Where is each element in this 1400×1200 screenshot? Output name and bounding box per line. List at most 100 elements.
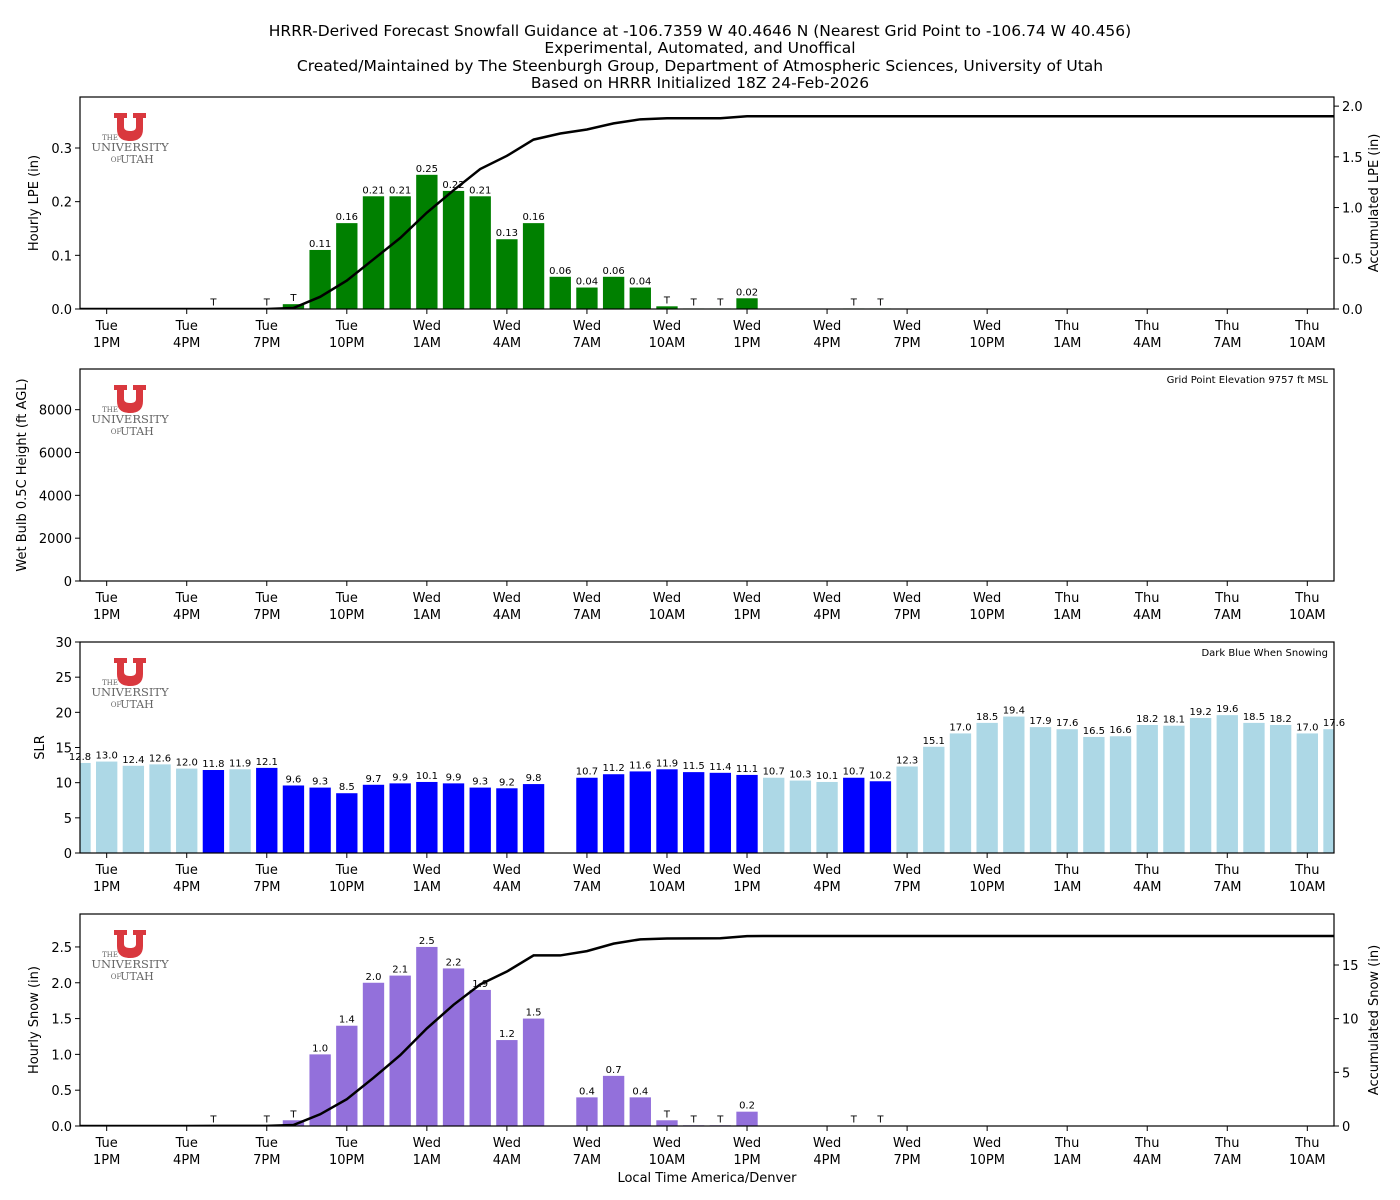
x-tick-day: Thu [1134, 591, 1159, 606]
x-tick-time: 1PM [733, 880, 760, 895]
u-logo-icon [114, 385, 146, 413]
logo-text-utah: UTAH [120, 698, 154, 711]
x-tick-time: 7PM [893, 608, 920, 623]
logo-text-the: THE [102, 406, 118, 414]
x-tick-time: 10PM [329, 336, 365, 351]
bar [549, 276, 571, 309]
x-tick-day: Wed [733, 1136, 761, 1151]
right-y-tick-label: 15 [1342, 959, 1359, 974]
right-y-tick-label: 0.5 [1342, 252, 1363, 267]
bar-label: T [716, 297, 724, 308]
x-tick-day: Wed [973, 1136, 1001, 1151]
bar [469, 787, 491, 853]
title-line-2: Experimental, Automated, and Unoffical [544, 39, 855, 57]
x-tick-time: 4PM [173, 1153, 200, 1168]
x-tick-day: Wed [653, 319, 681, 334]
x-tick-day: Wed [893, 863, 921, 878]
bar [362, 784, 385, 853]
bar-label: T [690, 297, 698, 308]
bar [522, 223, 545, 309]
x-tick-day: Tue [255, 863, 278, 878]
x-tick-time: 1PM [733, 608, 760, 623]
x-tick-day: Wed [653, 1136, 681, 1151]
bar [843, 777, 865, 853]
x-tick-time: 10PM [329, 1153, 365, 1168]
x-tick-time: 1AM [1053, 880, 1081, 895]
bar [816, 781, 838, 853]
x-tick-time: 4AM [493, 336, 521, 351]
logo-text-the: THE [102, 679, 118, 687]
bar [416, 174, 438, 309]
x-tick-day: Thu [1214, 591, 1239, 606]
bar-label: 10.7 [763, 767, 785, 778]
bar-label: 10.7 [843, 767, 865, 778]
x-tick-day: Wed [493, 1136, 521, 1151]
x-tick-day: Thu [1294, 1136, 1319, 1151]
bar-label: 12.4 [122, 755, 144, 766]
bar-label: 0.16 [522, 212, 544, 223]
bar-label: 11.5 [683, 761, 705, 772]
bar-label: 0.4 [632, 1086, 648, 1097]
bar [1189, 717, 1212, 853]
right-y-tick-label: 2.0 [1342, 100, 1363, 115]
y-axis-label: SLR [33, 735, 48, 760]
bar-label: 19.4 [1003, 706, 1025, 717]
bar [949, 733, 972, 853]
right-y-tick-label: 5 [1342, 1066, 1350, 1081]
logo-text-university: UNIVERSITY [91, 685, 169, 699]
bar-label: T [209, 297, 217, 308]
x-tick-time: 4AM [1133, 608, 1161, 623]
bar [976, 722, 998, 853]
y-tick-label: 0.0 [51, 303, 72, 318]
bar-label: 12.6 [149, 753, 171, 764]
x-tick-time: 10AM [649, 336, 686, 351]
bar [1003, 716, 1025, 853]
logo-text-utah: UTAH [120, 970, 154, 983]
logo-text-of: OF [111, 973, 122, 981]
x-tick-day: Tue [175, 1136, 198, 1151]
x-tick-time: 10AM [1289, 336, 1326, 351]
bar-label: 10.1 [416, 771, 438, 782]
bar [789, 780, 812, 853]
bar-label: 0.06 [602, 266, 624, 277]
bar-label: 11.9 [229, 758, 251, 769]
x-tick-day: Thu [1054, 1136, 1079, 1151]
bar-label: 2.2 [446, 957, 462, 968]
bar-label: 11.2 [602, 763, 624, 774]
y-tick-label: 30 [55, 636, 72, 651]
bar [629, 1097, 651, 1126]
bar [682, 772, 705, 853]
x-tick-day: Wed [413, 591, 441, 606]
x-tick-day: Thu [1054, 319, 1079, 334]
logo-text-the: THE [102, 134, 118, 142]
x-tick-time: 4AM [1133, 1153, 1161, 1168]
bar [96, 761, 118, 853]
bar-label: 0.21 [389, 185, 411, 196]
y-tick-label: 20 [55, 706, 72, 721]
x-tick-day: Thu [1294, 591, 1319, 606]
bar-label: 12.0 [176, 758, 198, 769]
title-line-1: HRRR-Derived Forecast Snowfall Guidance … [269, 22, 1131, 40]
bar-label: 13.0 [96, 751, 118, 762]
bar-label: 0.04 [576, 277, 598, 288]
bar-label: 0.13 [496, 228, 518, 239]
x-tick-time: 4AM [493, 1153, 521, 1168]
x-tick-time: 4AM [493, 880, 521, 895]
x-tick-day: Tue [95, 319, 118, 334]
x-tick-day: Wed [733, 591, 761, 606]
bar [176, 768, 198, 853]
bar [202, 770, 225, 853]
logo-text-the: THE [102, 951, 118, 959]
bar [389, 783, 411, 853]
bar-label: 0.22 [442, 180, 464, 191]
bar-label: 18.5 [976, 712, 998, 723]
right-y-tick-label: 0.0 [1342, 303, 1363, 318]
x-tick-time: 10AM [649, 880, 686, 895]
bar-label: 8.5 [339, 782, 355, 793]
bar-label: 17.0 [949, 722, 971, 733]
y-tick-label: 8000 [39, 404, 72, 419]
bar [736, 774, 758, 853]
y-axis-label: Wet Bulb 0.5C Height (ft AGL) [15, 378, 30, 571]
